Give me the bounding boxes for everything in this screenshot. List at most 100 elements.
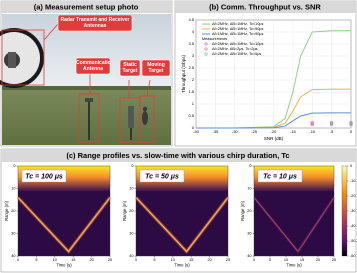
y-axis-label: Throughput (Gbps) <box>181 54 186 93</box>
chart-title: (b) Comm. Throughput vs. SNR <box>209 2 321 11</box>
x-tick-label: -30 <box>232 129 239 134</box>
x-tick-label: 5 <box>153 258 155 262</box>
x-tick-label: -35 <box>212 129 219 134</box>
legend-label: Δf=2MHz, ΔB=1MHz, Tc=10μs <box>212 22 263 26</box>
panel-title: Tc = 10 μs <box>263 173 297 180</box>
x-tick-label: 25 <box>108 258 112 262</box>
y-tick-label: 10 <box>129 187 133 191</box>
panel-title: Tc = 100 μs <box>25 173 63 180</box>
x-tick-label: 10 <box>53 258 57 262</box>
label: Moving Target <box>147 62 165 74</box>
chart-title-bar <box>175 1 356 13</box>
x-tick-label: 5 <box>269 258 271 262</box>
y-tick-label: 40 <box>247 254 251 258</box>
y-tick-label: 0 <box>13 164 15 168</box>
marker <box>330 122 334 126</box>
colorbar-tick-label: -50 <box>350 239 356 243</box>
y-tick-label: 20 <box>247 209 251 213</box>
marker <box>330 123 334 127</box>
y-tick-label: 30 <box>129 232 133 236</box>
x-tick-label: 20 <box>316 258 320 262</box>
colorbar-tick-label: -40 <box>350 224 356 228</box>
legend-label: Δf=2MHz, ΔB=2μs, Tc=2μs <box>212 47 258 51</box>
x-axis-label: Time (s) <box>56 263 72 268</box>
x-tick-label: -20 <box>271 129 278 134</box>
title-box <box>257 169 303 183</box>
y-tick-label: 2 <box>192 77 195 82</box>
y-tick-label: 10 <box>11 187 15 191</box>
y-tick-label: 2.5 <box>188 65 194 70</box>
target-trace <box>17 196 111 253</box>
photo-title: (a) Measurement setup photo <box>34 2 139 11</box>
y-tick-label: 30 <box>247 232 251 236</box>
x-tick-label: 0 <box>135 258 137 262</box>
x-axis-label: SNR (dB) <box>264 136 284 141</box>
label: Communication Antenna <box>76 60 110 72</box>
title-box <box>21 169 67 183</box>
y-tick-label: 3 <box>192 53 195 58</box>
panel-title: Tc = 50 μs <box>145 173 179 180</box>
y-tick-label: 0.5 <box>188 113 194 118</box>
marker <box>310 121 314 125</box>
y-tick-label: 0 <box>249 164 251 168</box>
y-tick-label: 40 <box>11 254 15 258</box>
legend-label: Δf=2MHz, ΔB=1MHz, Tc=50μs <box>212 27 263 31</box>
plots: (b) Comm. Throughput vs. SNR 0 0.5 1 1.5 2 2.5… <box>4 2 355 267</box>
section-title-bar <box>1 149 356 162</box>
y-tick-label: 20 <box>129 209 133 213</box>
y-tick-label: 10 <box>247 187 251 191</box>
marker <box>349 123 353 127</box>
y-tick-label: 0 <box>131 164 133 168</box>
legend-label: Δf=2MHz, ΔB=1MHz, Tc=5μs <box>212 52 261 56</box>
label-box: Radar Transmit and Receiver Antennas <box>60 17 130 29</box>
x-axis-label: Time (s) <box>286 263 302 268</box>
legend-marker <box>204 52 208 56</box>
label: Radar Transmit and Receiver Antennas <box>60 17 130 29</box>
x-tick-label: -15 <box>290 129 297 134</box>
x-tick-label: 20 <box>207 258 211 262</box>
y-tick-label: 20 <box>11 209 15 213</box>
x-tick-label: -40 <box>193 129 200 134</box>
x-tick-label: 20 <box>89 258 93 262</box>
series-line <box>196 112 351 129</box>
colorbar-tick-label: -30 <box>350 209 356 213</box>
label-box: Static Target <box>122 62 138 74</box>
marker <box>349 121 353 125</box>
colorbar-tick-label: 0 <box>350 164 352 168</box>
y-axis-label: Range (m) <box>240 201 245 221</box>
x-tick-label: 10 <box>284 258 288 262</box>
x-tick-label: 0 <box>17 258 19 262</box>
label-box: Communication Antenna <box>76 60 110 72</box>
y-tick-label: 4.5 <box>188 17 194 22</box>
section-title: (c) Range profiles vs. slow-time with va… <box>66 151 289 160</box>
marker <box>349 122 353 126</box>
photo-panel: (a) Measurement setup photo <box>0 0 173 147</box>
legend-marker <box>204 42 208 46</box>
y-tick-label: 4 <box>192 29 195 34</box>
legend-marker <box>204 47 208 51</box>
legend-heading: Measurements <box>202 37 227 41</box>
x-axis-label: Time (s) <box>174 263 190 268</box>
x-tick-label: 0 <box>253 258 255 262</box>
x-tick-label: -25 <box>251 129 258 134</box>
y-tick-label: 1.5 <box>188 89 194 94</box>
x-tick-label: 15 <box>300 258 304 262</box>
y-axis-label: Range (m) <box>122 201 127 221</box>
y-tick-label: 3.5 <box>188 41 194 46</box>
x-tick-label: 25 <box>332 258 336 262</box>
title-box <box>139 169 185 183</box>
x-tick-label: 0 <box>350 129 353 134</box>
x-tick-label: 25 <box>226 258 230 262</box>
label: Static Target <box>122 62 138 74</box>
colorbar <box>341 165 348 257</box>
legend-label: Δf=1MHz, ΔB=1MHz, Tc=90μs <box>212 32 263 36</box>
colorbar-tick-label: -20 <box>350 194 356 198</box>
label-box: Moving Target <box>147 62 165 74</box>
x-tick-label: 10 <box>171 258 175 262</box>
x-tick-label: -5 <box>330 129 334 134</box>
target-trace <box>253 197 335 253</box>
y-tick-label: 1 <box>192 101 195 106</box>
x-tick-label: 15 <box>71 258 75 262</box>
